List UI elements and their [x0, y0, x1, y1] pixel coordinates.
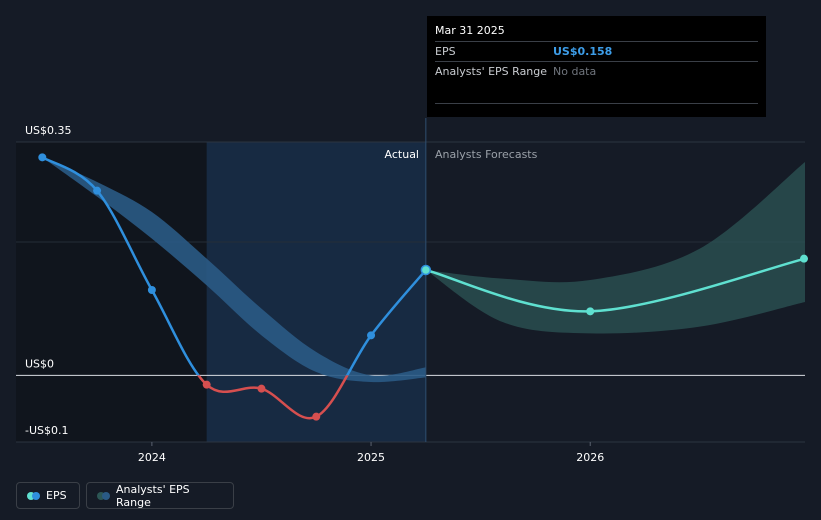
eps-point[interactable]: [93, 186, 102, 195]
legend-eps-button[interactable]: EPS: [16, 482, 80, 509]
eps-forecast-point[interactable]: [800, 254, 808, 263]
legend-eps-label: EPS: [46, 489, 67, 502]
x-axis-labels: 2024 2025 2026: [138, 442, 604, 464]
eps-legend-icon: [27, 491, 40, 500]
tooltip-range-value: No data: [553, 65, 597, 78]
eps-range-actual-area: [42, 157, 426, 383]
y-tick-label: US$0.35: [25, 124, 72, 137]
legend-range-button[interactable]: Analysts' EPS Range: [86, 482, 234, 509]
eps-forecast-point[interactable]: [586, 307, 595, 316]
y-tick-label: US$0: [25, 357, 54, 370]
tooltip-range-row: Analysts' EPS Range No data: [435, 61, 758, 81]
actual-region-label: Actual: [385, 148, 419, 161]
forecast-region-label: Analysts Forecasts: [435, 148, 538, 161]
range-legend-icon: [97, 491, 110, 500]
y-tick-label: -US$0.1: [25, 424, 69, 437]
x-tick-label: 2025: [357, 451, 385, 464]
eps-point[interactable]: [420, 264, 432, 276]
x-tick-label: 2024: [138, 451, 166, 464]
eps-point[interactable]: [312, 412, 321, 421]
y-axis-labels: US$0.35 US$0 -US$0.1: [25, 124, 72, 437]
tooltip-eps-row: EPS US$0.158: [435, 41, 758, 61]
eps-range-areas: [42, 157, 805, 383]
eps-negative-line: [196, 375, 349, 420]
eps-points: [38, 153, 808, 421]
tooltip-divider: [435, 81, 758, 104]
tooltip-date: Mar 31 2025: [435, 24, 505, 37]
eps-actual-line: [41, 156, 427, 376]
highlight-period-band: [206, 142, 426, 442]
eps-point[interactable]: [202, 380, 211, 389]
tooltip-range-label: Analysts' EPS Range: [435, 65, 548, 78]
eps-point[interactable]: [367, 331, 376, 340]
tooltip-eps-label: EPS: [435, 45, 456, 58]
legend-range-label: Analysts' EPS Range: [116, 482, 190, 509]
eps-point[interactable]: [257, 384, 266, 393]
x-tick-label: 2026: [576, 451, 604, 464]
eps-point[interactable]: [147, 286, 156, 294]
tooltip-eps-value: US$0.158: [553, 45, 613, 58]
eps-point[interactable]: [38, 153, 47, 162]
eps-range-forecast-area: [425, 162, 805, 334]
tooltip-panel: Mar 31 2025 EPS US$0.158 Analysts' EPS R…: [427, 16, 766, 117]
